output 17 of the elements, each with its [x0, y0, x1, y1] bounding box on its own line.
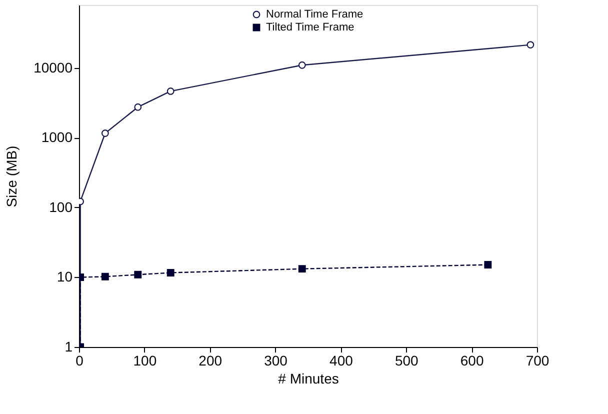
x-tick-label: 300	[264, 352, 288, 368]
y-tick-label: 100	[49, 198, 73, 215]
y-tick-label: 1000	[41, 129, 73, 146]
x-tick-label: 400	[330, 352, 354, 368]
x-tick-label: 0	[76, 352, 84, 368]
legend-label: Tilted Time Frame	[266, 22, 354, 34]
x-tick-label: 500	[394, 352, 419, 368]
x-axis-title: # Minutes	[278, 370, 339, 386]
y-tick-label: 1	[64, 338, 73, 354]
x-tick-label: 700	[526, 352, 550, 368]
legend-label: Normal Time Frame	[266, 8, 364, 20]
y-tick-label: 10	[56, 268, 73, 285]
x-tick-label: 600	[460, 352, 484, 368]
y-tick-label: 10000	[34, 59, 73, 76]
x-tick-label: 100	[133, 352, 157, 368]
x-tick-label: 200	[198, 352, 222, 368]
y-axis-title: Size (MB)	[4, 146, 20, 208]
